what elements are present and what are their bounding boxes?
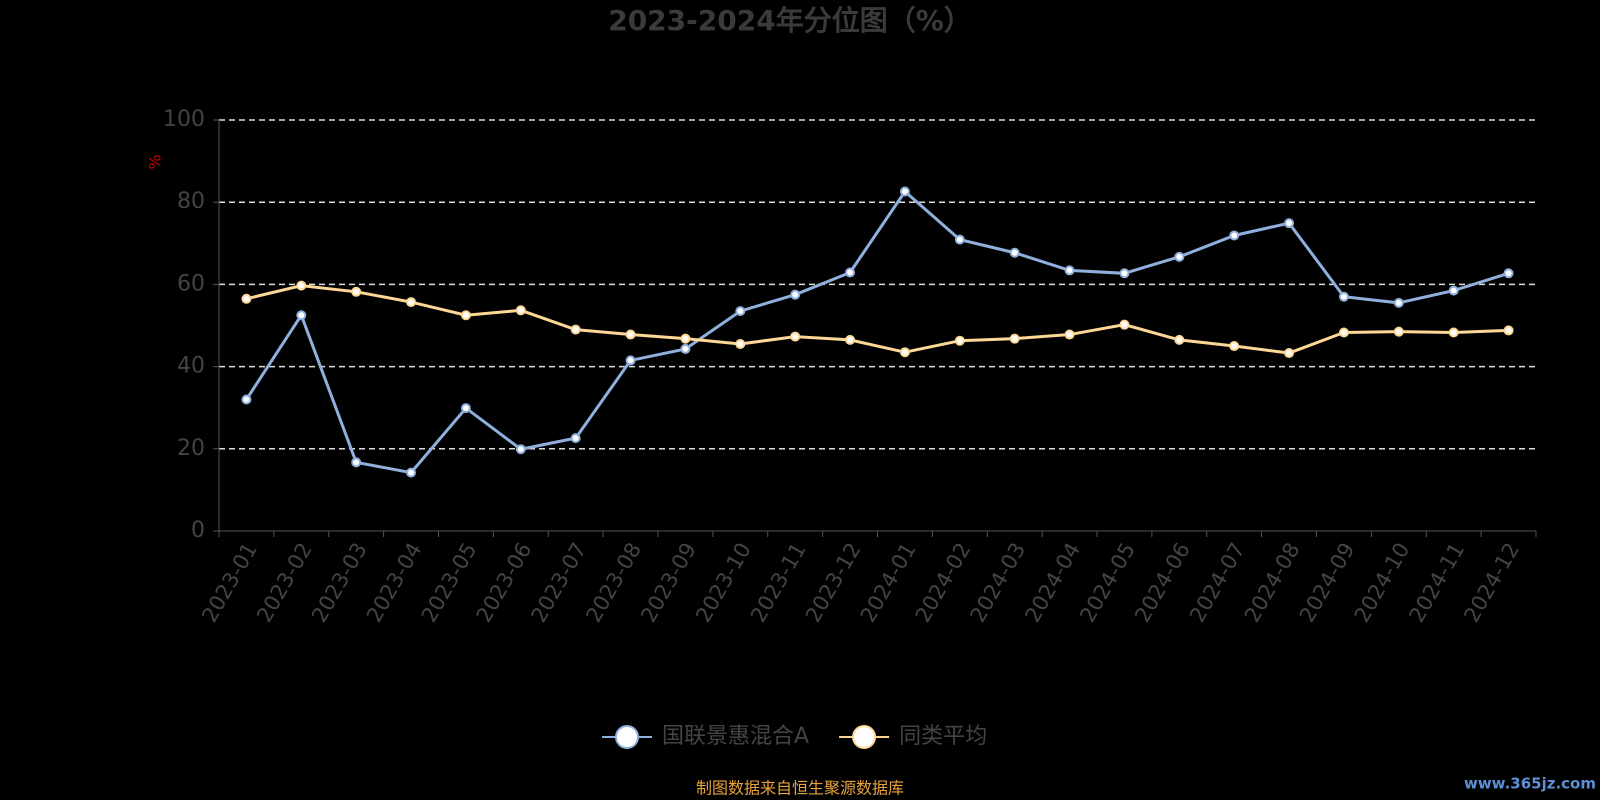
- data-point: [1229, 230, 1240, 241]
- data-point: [790, 331, 801, 342]
- data-point: [1009, 247, 1020, 258]
- data-point: [1229, 341, 1240, 352]
- data-point: [515, 444, 526, 455]
- data-point: [406, 297, 417, 308]
- y-tick-label: 0: [191, 518, 205, 543]
- data-point: [570, 433, 581, 444]
- data-point: [954, 335, 965, 346]
- data-point: [790, 289, 801, 300]
- legend-marker: [615, 725, 639, 749]
- data-point: [460, 403, 471, 414]
- data-point: [1064, 265, 1075, 276]
- data-point: [1064, 329, 1075, 340]
- data-point: [351, 457, 362, 468]
- y-tick-label: 80: [177, 189, 205, 214]
- y-tick-label: 20: [177, 436, 205, 461]
- source-note: 制图数据来自恒生聚源数据库: [696, 779, 904, 798]
- data-point: [406, 467, 417, 478]
- series-line: [246, 284, 1509, 355]
- watermark: www.365jz.com: [1464, 775, 1596, 793]
- data-point: [735, 338, 746, 349]
- data-point: [1338, 327, 1349, 338]
- data-point: [1503, 268, 1514, 279]
- data-point: [954, 234, 965, 245]
- data-point: [1174, 251, 1185, 262]
- data-point: [351, 286, 362, 297]
- data-point: [296, 310, 307, 321]
- data-point: [1119, 268, 1130, 279]
- data-point: [460, 310, 471, 321]
- chart-title: 2023-2024年分位图（%）: [608, 4, 972, 37]
- data-point: [1284, 348, 1295, 359]
- data-point: [1393, 297, 1404, 308]
- data-point: [1393, 326, 1404, 337]
- data-point: [1119, 319, 1130, 330]
- legend-marker: [852, 725, 877, 749]
- data-point: [899, 186, 910, 197]
- legend-label: 国联景惠混合A: [662, 724, 809, 749]
- data-point: [296, 280, 307, 291]
- data-point: [1448, 327, 1459, 338]
- y-tick-label: 100: [163, 107, 205, 132]
- data-point: [1009, 333, 1020, 344]
- data-point: [625, 355, 636, 366]
- data-point: [735, 306, 746, 317]
- data-point: [845, 334, 856, 345]
- data-point: [1284, 218, 1295, 229]
- data-point: [625, 329, 636, 340]
- data-point: [241, 394, 252, 405]
- data-point: [515, 305, 526, 316]
- data-point: [680, 343, 691, 354]
- data-point: [241, 293, 252, 304]
- data-point: [680, 333, 691, 344]
- data-point: [1338, 291, 1349, 302]
- y-tick-label: 60: [177, 271, 205, 296]
- data-point: [1174, 334, 1185, 345]
- data-point: [1448, 285, 1459, 296]
- data-point: [570, 324, 581, 335]
- y-axis-label: %: [146, 154, 165, 169]
- legend-label: 同类平均: [899, 724, 987, 749]
- y-tick-label: 40: [177, 354, 205, 379]
- data-point: [899, 347, 910, 358]
- series-line: [245, 189, 1510, 475]
- data-point: [845, 267, 856, 278]
- data-point: [1503, 325, 1514, 336]
